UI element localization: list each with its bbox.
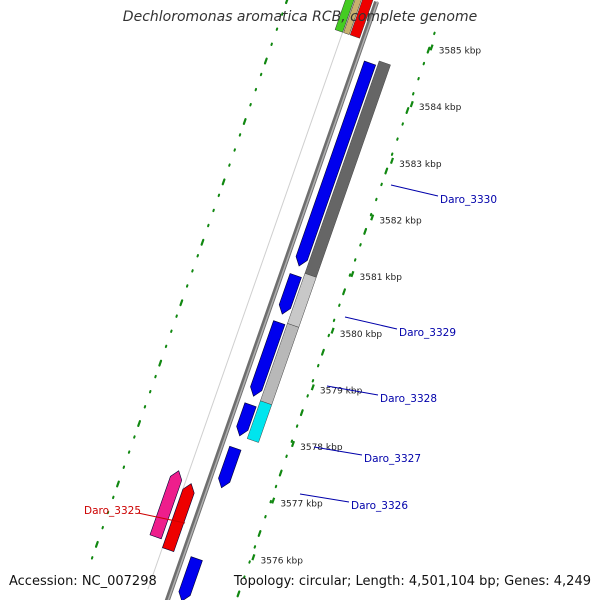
gene-arrow-blue — [295, 60, 377, 267]
tick-mark — [429, 44, 434, 51]
tick-label: 3576 kbp — [261, 556, 304, 566]
label-leader-line — [299, 493, 350, 503]
tick-mark — [330, 327, 335, 334]
backbone-line — [164, 0, 379, 600]
tick-mark — [389, 157, 395, 164]
tick-label: 3581 kbp — [360, 273, 403, 283]
gene-labels: Daro_3330 Daro_3329 Daro_3328 Daro_3327 Daro… — [84, 184, 497, 524]
tick-mark — [350, 270, 355, 278]
tick-mark — [370, 214, 375, 221]
tick-label: 3577 kbp — [280, 500, 323, 510]
ring-dot — [137, 420, 142, 428]
ring-dot — [200, 238, 205, 246]
accession-text: Accession: NC_007298 — [9, 574, 157, 589]
ring-dot — [278, 469, 283, 477]
gene-label: Daro_3326 — [351, 500, 408, 512]
tick-mark — [290, 440, 296, 448]
label-leader-line — [326, 385, 379, 396]
ring-dot — [426, 46, 431, 54]
gene-label: Daro_3327 — [364, 453, 421, 465]
gene-block-top — [343, 0, 362, 35]
ring-dot — [242, 118, 247, 125]
label-leader-line — [313, 446, 363, 456]
ring-dot — [179, 299, 184, 307]
ring-dot — [94, 540, 99, 548]
tick-label: 3583 kbp — [399, 160, 442, 170]
ring-dot — [384, 167, 389, 175]
map-title: Dechloromonas aromatica RCB, complete ge… — [122, 9, 478, 25]
gene-label: Daro_3325 — [84, 505, 141, 517]
gene-arrow-blue — [250, 320, 286, 397]
backbone-highlight — [167, 1, 379, 600]
gene-arrow-blue — [236, 402, 257, 437]
tick-mark — [251, 554, 256, 561]
label-leader-line — [390, 184, 439, 197]
gene-block-top — [349, 0, 374, 39]
gene-arrow-blue — [178, 556, 203, 600]
tick-label: 3580 kbp — [340, 330, 383, 340]
tick-label: 3584 kbp — [419, 103, 462, 113]
ring-dot — [342, 288, 346, 296]
genome-summary: Topology: circular; Length: 4,501,104 bp… — [233, 574, 591, 589]
ring-dot — [405, 107, 410, 115]
feature-tracks — [147, 0, 391, 600]
gene-label: Daro_3329 — [399, 327, 456, 339]
outer-dotted-ring — [90, 0, 436, 598]
tick-mark — [409, 100, 414, 108]
gene-arrow-magenta — [149, 470, 183, 540]
ring-dot — [299, 409, 304, 417]
ring-dot — [363, 227, 368, 235]
gene-label: Daro_3330 — [440, 194, 497, 206]
tick-label: 3582 kbp — [379, 217, 422, 227]
ring-dot — [321, 348, 325, 356]
gene-arrow-blue — [278, 273, 302, 315]
tick-mark — [271, 497, 276, 504]
label-leader-line — [137, 512, 186, 524]
label-leader-line — [344, 316, 398, 330]
gene-block-top — [334, 0, 355, 33]
tick-label: 3579 kbp — [320, 386, 363, 396]
tick-label: 3585 kbp — [439, 47, 482, 57]
tick-mark — [310, 384, 315, 391]
gene-label: Daro_3328 — [380, 393, 437, 405]
gene-block-cyan — [246, 400, 273, 443]
gene-arrow-blue — [218, 445, 242, 489]
ring-dot — [263, 57, 268, 65]
ring-dot — [257, 530, 262, 537]
ring-dot — [285, 0, 289, 5]
ring-dot — [236, 590, 241, 598]
ring-dot — [158, 359, 163, 367]
ring-dot — [221, 178, 226, 186]
ring-dot — [116, 480, 120, 488]
